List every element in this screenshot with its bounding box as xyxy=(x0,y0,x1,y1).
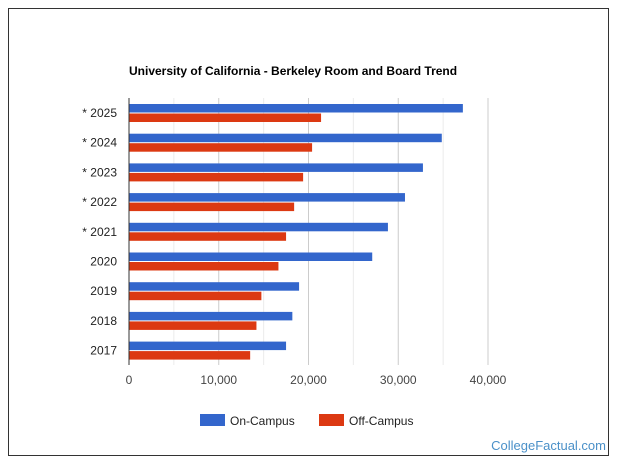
y-category-label: * 2022 xyxy=(82,195,117,209)
y-category-label: 2020 xyxy=(90,255,117,269)
bar-off-campus xyxy=(129,321,257,330)
y-category-label: * 2023 xyxy=(82,165,117,179)
legend-label: Off-Campus xyxy=(349,414,413,428)
chart-title: University of California - Berkeley Room… xyxy=(129,64,457,78)
bar-on-campus xyxy=(129,104,463,113)
x-tick-label: 20,000 xyxy=(290,373,327,387)
y-category-label: 2019 xyxy=(90,284,117,298)
x-tick-label: 0 xyxy=(126,373,133,387)
bar-on-campus xyxy=(129,282,300,291)
legend-swatch-on-campus xyxy=(200,414,225,426)
x-tick-label: 30,000 xyxy=(380,373,417,387)
bar-on-campus xyxy=(129,193,405,202)
bar-off-campus xyxy=(129,232,287,241)
x-tick-label: 10,000 xyxy=(200,373,237,387)
legend-label: On-Campus xyxy=(230,414,295,428)
y-category-label: * 2021 xyxy=(82,225,117,239)
x-tick-label: 40,000 xyxy=(470,373,507,387)
bar-off-campus xyxy=(129,291,262,301)
bar-on-campus xyxy=(129,222,388,232)
collegefactual-watermark[interactable]: CollegeFactual.com xyxy=(491,438,606,453)
legend-swatch-off-campus xyxy=(319,414,344,426)
y-category-label: 2018 xyxy=(90,314,117,328)
bar-on-campus xyxy=(129,163,423,172)
chart-frame xyxy=(8,8,609,456)
bar-off-campus xyxy=(129,262,279,271)
bar-on-campus xyxy=(129,341,287,351)
bar-off-campus xyxy=(129,143,313,152)
y-category-label: * 2024 xyxy=(82,136,117,150)
bar-off-campus xyxy=(129,172,304,182)
bar-on-campus xyxy=(129,252,373,261)
bar-off-campus xyxy=(129,202,295,212)
bar-on-campus xyxy=(129,133,442,143)
bar-off-campus xyxy=(129,113,322,122)
y-category-label: 2017 xyxy=(90,344,117,358)
y-category-label: * 2025 xyxy=(82,106,117,120)
bar-off-campus xyxy=(129,351,251,360)
bar-on-campus xyxy=(129,311,293,321)
